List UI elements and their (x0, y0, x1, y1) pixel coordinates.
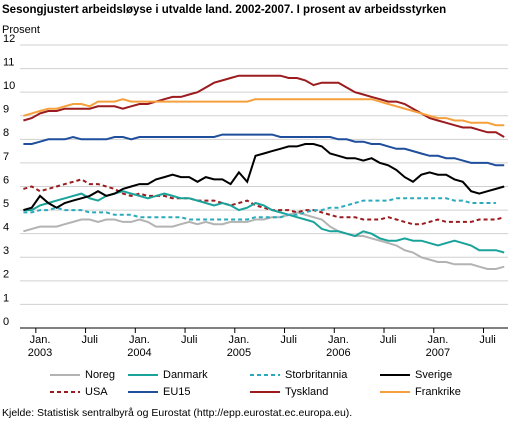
source: Kjelde: Statistisk sentralbyrå og Eurost… (2, 407, 352, 419)
series-line (23, 211, 505, 270)
x-tick-label: Juli (380, 334, 397, 346)
y-tick-label: 9 (3, 104, 9, 116)
series-line (23, 98, 505, 127)
x-tick-label: Juli (181, 334, 198, 346)
x-tick-label: Juli (479, 334, 496, 346)
chart-title: Sesongjustert arbeidsløyse i utvalde lan… (2, 4, 446, 16)
legend-label: Sverige (415, 369, 452, 381)
legend-label: EU15 (163, 386, 191, 398)
y-tick-label: 5 (3, 198, 9, 210)
y-tick-label: 10 (3, 80, 15, 92)
x-tick-label: Jan. 2007 (426, 334, 450, 359)
x-tick-label: Jan. 2003 (28, 334, 52, 359)
y-tick-label: 12 (3, 33, 15, 45)
y-tick-label: 1 (3, 292, 9, 304)
x-tick-label: Jan. 2006 (326, 334, 350, 359)
y-tick-label: 7 (3, 151, 9, 163)
x-tick-label: Jan. 2004 (127, 334, 151, 359)
y-tick-label: 6 (3, 174, 9, 186)
series-line (23, 197, 496, 221)
y-tick-label: 4 (3, 222, 9, 234)
y-tick-label: 2 (3, 269, 9, 281)
series-line (23, 178, 505, 226)
series-line (23, 143, 505, 212)
series-line (23, 74, 505, 138)
legend-label: Noreg (85, 369, 115, 381)
y-axis-label: Prosent (2, 24, 40, 36)
legend-label: USA (85, 386, 108, 398)
series-line (23, 190, 505, 254)
legend-label: Frankrike (415, 386, 461, 398)
legend-label: Danmark (163, 369, 208, 381)
x-tick-label: Jan. 2005 (227, 334, 251, 359)
x-tick-label: Juli (81, 334, 98, 346)
legend-label: Tyskland (285, 386, 328, 398)
legend-label: Storbritannia (285, 369, 348, 381)
series-line (23, 133, 505, 167)
y-tick-label: 8 (3, 127, 9, 139)
y-tick-label: 11 (3, 56, 14, 68)
y-tick-label: 3 (3, 245, 9, 257)
y-tick-label: 0 (3, 316, 9, 328)
x-tick-label: Juli (280, 334, 297, 346)
